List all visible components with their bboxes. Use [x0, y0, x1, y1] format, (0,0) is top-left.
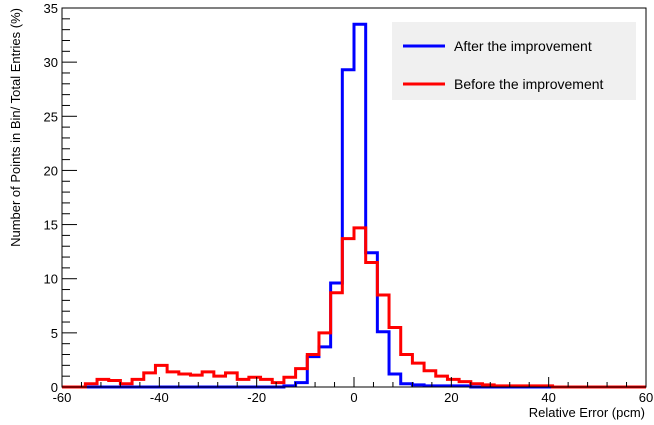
x-tick-label: 0 [350, 390, 357, 405]
legend-box [392, 22, 636, 100]
series-before-improvement [62, 226, 646, 389]
y-tick-label: 35 [44, 1, 58, 16]
y-tick-label: 10 [44, 272, 58, 287]
x-tick-label: 60 [639, 390, 653, 405]
y-tick-label: 20 [44, 163, 58, 178]
y-tick-label: 15 [44, 218, 58, 233]
x-tick-label: -60 [53, 390, 72, 405]
x-tick-label: 40 [541, 390, 555, 405]
y-tick-label: 30 [44, 55, 58, 70]
legend-label-before: Before the improvement [454, 76, 604, 92]
x-tick-label: -20 [247, 390, 266, 405]
y-tick-label: 0 [51, 380, 58, 395]
y-axis-label: Number of Points in Bin/ Total Entries (… [8, 8, 23, 247]
y-tick-label: 25 [44, 109, 58, 124]
legend: After the improvement Before the improve… [392, 22, 636, 100]
x-tick-label: 20 [444, 390, 458, 405]
y-tick-label: 5 [51, 326, 58, 341]
axis-layer: -60 -40 -20 0 20 40 60 0 5 10 15 20 25 30 35 [44, 1, 654, 405]
legend-label-after: After the improvement [454, 38, 592, 54]
x-axis-label: Relative Error (pcm) [529, 405, 645, 420]
x-tick-label: -40 [150, 390, 169, 405]
